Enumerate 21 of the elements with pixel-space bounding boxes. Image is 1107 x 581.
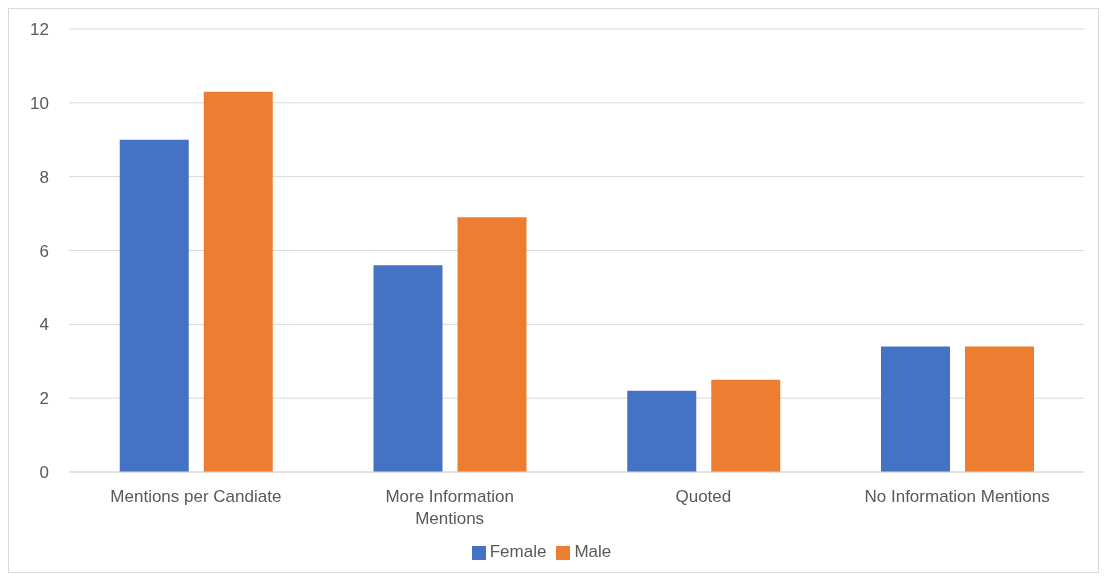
y-tick-label: 6 xyxy=(39,241,49,261)
y-tick-label: 8 xyxy=(39,167,49,187)
bar xyxy=(119,139,189,472)
bar xyxy=(881,346,950,472)
legend-label: Male xyxy=(574,542,612,561)
y-tick-label: 2 xyxy=(39,389,49,409)
bar xyxy=(373,265,443,472)
x-tick-label: Quoted xyxy=(675,487,732,506)
y-tick-label: 4 xyxy=(39,315,49,335)
bar xyxy=(627,390,697,472)
y-tick-label: 12 xyxy=(30,20,49,40)
bar xyxy=(203,91,273,472)
bar xyxy=(457,217,527,472)
x-tick-label: More Information Mentions xyxy=(385,487,514,528)
x-tick-label: No Information Mentions xyxy=(864,487,1050,506)
bar xyxy=(965,346,1034,472)
y-tick-label: 10 xyxy=(30,93,49,113)
legend-label: Female xyxy=(489,542,547,561)
x-tick-label: Mentions per Candiate xyxy=(110,487,282,506)
y-tick-label: 0 xyxy=(39,463,49,483)
bar xyxy=(711,379,781,472)
